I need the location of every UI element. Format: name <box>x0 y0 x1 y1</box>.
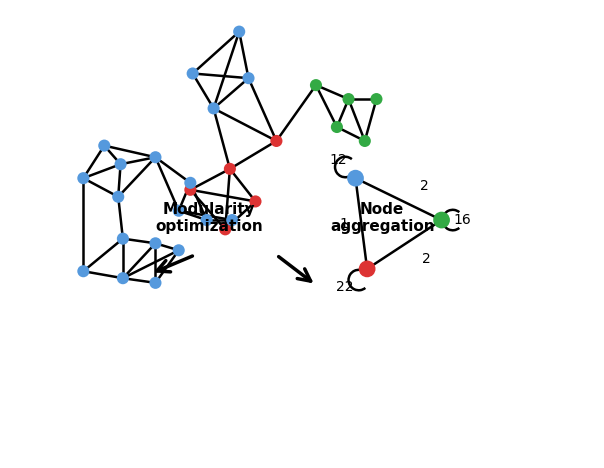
Circle shape <box>117 233 129 245</box>
Circle shape <box>224 163 236 175</box>
Circle shape <box>173 244 185 256</box>
Circle shape <box>310 79 322 91</box>
Circle shape <box>342 93 355 105</box>
Circle shape <box>77 172 89 184</box>
Circle shape <box>77 265 89 277</box>
Text: 22: 22 <box>336 279 353 293</box>
Circle shape <box>98 139 111 152</box>
Circle shape <box>249 195 262 207</box>
Circle shape <box>173 205 185 217</box>
Text: Modularity
optimization: Modularity optimization <box>155 202 263 234</box>
Circle shape <box>117 272 129 284</box>
Circle shape <box>112 191 124 203</box>
Circle shape <box>331 121 343 133</box>
Circle shape <box>208 102 220 115</box>
Circle shape <box>149 237 161 249</box>
Text: Node
aggregation: Node aggregation <box>330 202 434 234</box>
Text: 12: 12 <box>329 153 347 167</box>
Circle shape <box>226 214 238 226</box>
Text: 2: 2 <box>422 252 431 266</box>
Circle shape <box>242 72 254 84</box>
Circle shape <box>359 135 371 147</box>
Circle shape <box>149 277 161 289</box>
Circle shape <box>184 177 196 189</box>
Circle shape <box>233 26 245 38</box>
Circle shape <box>149 151 161 163</box>
Circle shape <box>347 170 364 187</box>
Circle shape <box>201 214 213 226</box>
Circle shape <box>187 67 199 80</box>
Text: 2: 2 <box>420 179 428 193</box>
Circle shape <box>184 184 196 196</box>
Circle shape <box>115 158 127 170</box>
Circle shape <box>370 93 382 105</box>
Text: 16: 16 <box>454 213 471 227</box>
Circle shape <box>219 223 231 235</box>
Circle shape <box>271 135 283 147</box>
Text: 1: 1 <box>339 217 348 231</box>
Circle shape <box>359 261 376 277</box>
Circle shape <box>433 212 450 228</box>
